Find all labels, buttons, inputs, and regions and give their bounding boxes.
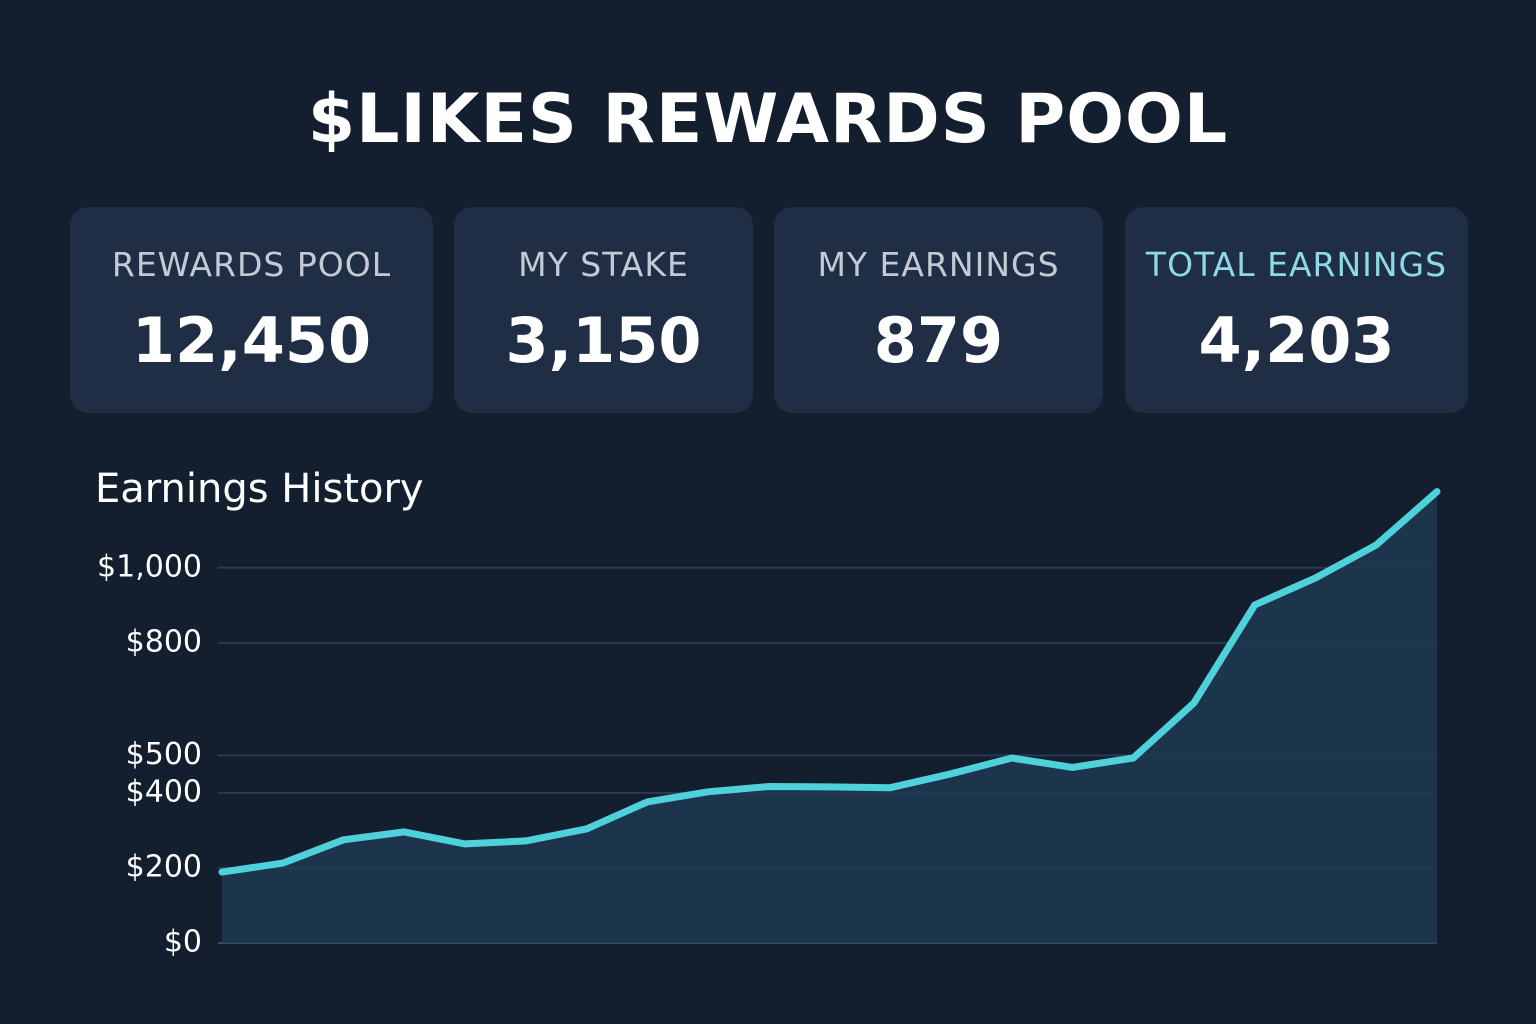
card-label: MY STAKE: [518, 245, 689, 284]
y-tick-label: $500: [126, 737, 202, 772]
y-tick-label: $1,000: [97, 549, 202, 584]
card-value: 4,203: [1198, 304, 1395, 377]
stat-card: TOTAL EARNINGS 4,203: [1125, 207, 1468, 413]
card-value: 12,450: [131, 304, 372, 377]
stat-card: MY STAKE 3,150: [454, 207, 753, 413]
line: [218, 488, 1441, 876]
stat-card: MY EARNINGS 879: [774, 207, 1103, 413]
area-fill: [222, 491, 1437, 943]
card-label: TOTAL EARNINGS: [1145, 245, 1448, 284]
card-label: REWARDS POOL: [111, 245, 392, 284]
y-tick-label: $800: [126, 624, 202, 659]
card-label: MY EARNINGS: [817, 245, 1060, 284]
card-value: 3,150: [505, 304, 702, 377]
stat-card: REWARDS POOL 12,450: [70, 207, 433, 413]
y-tick-label: $0: [164, 925, 202, 960]
chart-title: Earnings History: [95, 466, 424, 512]
page-title: $LIKES REWARDS POOL: [307, 80, 1229, 159]
y-tick-label: $400: [126, 774, 202, 809]
y-tick-label: $200: [126, 849, 202, 884]
card-value: 879: [873, 304, 1004, 377]
